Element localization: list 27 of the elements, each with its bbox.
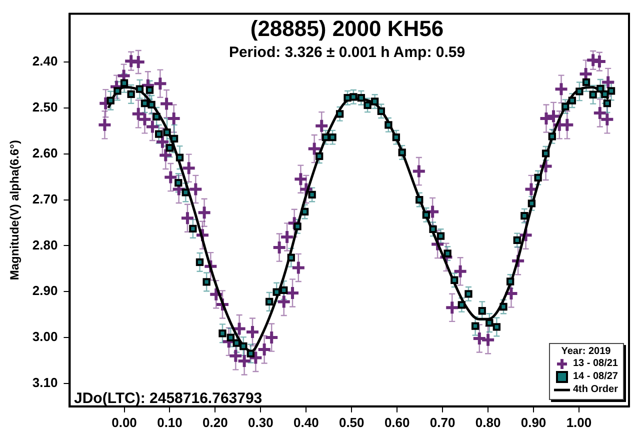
x-tick-label: 0.80 xyxy=(475,414,501,430)
x-tick-label: 0.00 xyxy=(112,414,137,430)
y-tick-label: 2.50 xyxy=(32,100,58,115)
y-tick-label: 3.10 xyxy=(32,375,58,390)
y-axis-title: Magnitude(V) alpha(6.6°) xyxy=(8,140,22,280)
legend-label: 13 - 08/21 xyxy=(572,358,618,369)
x-tick-label: 0.60 xyxy=(384,414,410,430)
y-tick-label: 2.80 xyxy=(32,237,58,252)
legend-title: Year: 2019 xyxy=(560,346,612,357)
x-tick-label: 0.90 xyxy=(520,414,546,430)
y-tick-label: 2.70 xyxy=(32,191,58,206)
x-tick-label: 0.30 xyxy=(248,414,274,430)
annotation: JDo(LTC): 2458716.763793 xyxy=(74,390,262,407)
y-tick-label: 2.60 xyxy=(32,145,58,160)
legend-label: 14 - 08/27 xyxy=(572,371,618,382)
x-tick-label: 0.10 xyxy=(157,414,182,430)
text: Period: 3.326 ± 0.001 h Amp: 0.59 xyxy=(228,44,466,61)
x-tick-label: 0.50 xyxy=(338,414,364,430)
y-tick-label: 2.40 xyxy=(32,54,58,69)
x-tick-label: 0.70 xyxy=(430,414,456,430)
legend-label: 4th Order xyxy=(572,384,618,395)
chart-title: (28885) 2000 KH56 xyxy=(249,16,445,42)
x-tick-label: 0.20 xyxy=(202,414,228,430)
x-tick-label: 0.40 xyxy=(293,414,319,430)
x-tick-label: 1.00 xyxy=(566,414,592,430)
y-tick-label: 2.90 xyxy=(32,283,58,298)
y-tick-label: 3.00 xyxy=(32,329,58,344)
